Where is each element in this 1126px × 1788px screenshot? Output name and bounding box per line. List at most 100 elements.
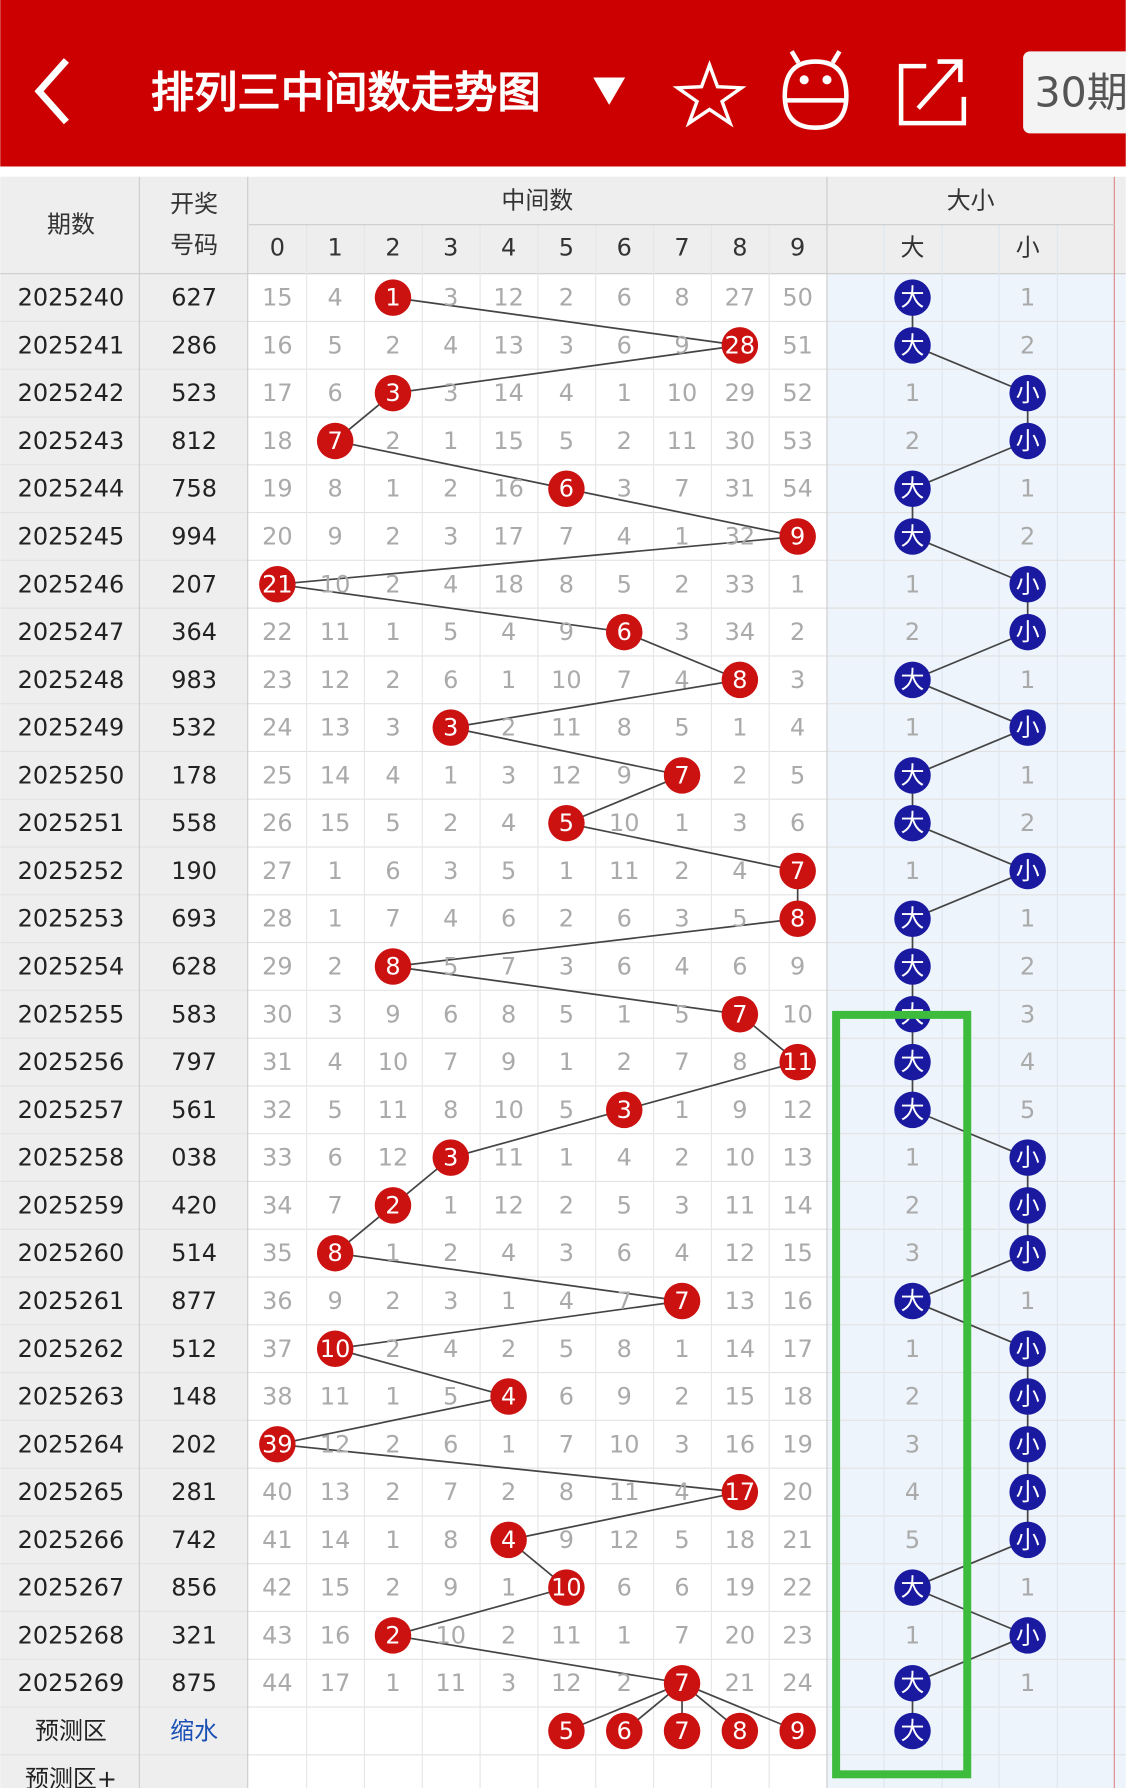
size-hit-ball — [1009, 1521, 1046, 1559]
hit-digit-ball — [316, 1330, 354, 1367]
omission: 31 — [725, 475, 755, 503]
size-omission: 5 — [905, 1526, 920, 1554]
omission: 1 — [443, 427, 458, 455]
hit-digit: 3 — [443, 1144, 458, 1172]
omission: 4 — [674, 1478, 689, 1506]
omission: 3 — [443, 523, 458, 551]
size-hit: 小 — [1016, 1191, 1040, 1219]
col-header: 开奖 — [170, 190, 218, 218]
omission: 4 — [617, 523, 632, 551]
size-omission: 1 — [905, 1335, 920, 1363]
size-omission: 1 — [905, 1144, 920, 1172]
hit-digit-ball — [490, 1521, 527, 1559]
omission: 4 — [443, 1335, 458, 1363]
omission: 6 — [617, 953, 632, 981]
omission: 5 — [790, 761, 805, 789]
page-title[interactable]: 排列三中间数走势图 — [151, 69, 541, 119]
omission: 9 — [617, 1383, 632, 1411]
prediction-digit-ball — [721, 1712, 759, 1750]
hit-digit: 4 — [501, 1383, 516, 1411]
period-button-bg[interactable] — [1023, 51, 1126, 134]
size-header: 小 — [1016, 233, 1040, 261]
omission: 12 — [493, 1191, 523, 1219]
omission: 10 — [493, 1096, 523, 1124]
period: 2025260 — [18, 1239, 125, 1267]
hit-digit: 4 — [501, 1526, 516, 1554]
hit-digit: 2 — [385, 1191, 400, 1219]
omission: 1 — [501, 1574, 516, 1602]
omission: 2 — [617, 1048, 632, 1076]
period: 2025269 — [18, 1669, 125, 1697]
omission: 41 — [262, 1526, 292, 1554]
draw-code: 364 — [171, 618, 217, 646]
omission: 2 — [790, 618, 805, 646]
omission: 2 — [501, 1335, 516, 1363]
size-header: 大 — [901, 233, 925, 261]
omission: 51 — [782, 331, 812, 359]
hit-digit: 11 — [782, 1048, 812, 1076]
omission: 4 — [501, 809, 516, 837]
size-hit: 大 — [901, 953, 925, 981]
omission: 1 — [328, 857, 343, 885]
hit-digit-ball — [374, 1187, 412, 1224]
omission: 5 — [559, 1000, 574, 1028]
hit-digit-ball — [663, 1664, 701, 1702]
size-hit: 小 — [1016, 1239, 1040, 1267]
size-omission: 2 — [905, 1383, 920, 1411]
size-hit-ball — [894, 1282, 931, 1320]
hit-digit: 7 — [732, 1000, 747, 1028]
omission: 2 — [385, 523, 400, 551]
omission: 2 — [385, 1335, 400, 1363]
robot-icon[interactable] — [782, 50, 849, 130]
period: 2025255 — [18, 1000, 125, 1028]
omission: 2 — [385, 1287, 400, 1315]
omission: 9 — [328, 1287, 343, 1315]
omission: 12 — [609, 1526, 639, 1554]
omission: 6 — [617, 284, 632, 312]
omission: 33 — [725, 570, 755, 598]
size-hit-ball — [1009, 709, 1046, 746]
omission: 1 — [501, 1287, 516, 1315]
omission: 3 — [559, 953, 574, 981]
period: 2025249 — [18, 714, 125, 742]
hit-digit-ball — [721, 1473, 759, 1511]
omission: 8 — [328, 475, 343, 503]
favorite-icon[interactable] — [672, 60, 747, 128]
omission: 6 — [617, 905, 632, 933]
omission: 6 — [617, 1574, 632, 1602]
omission: 3 — [443, 379, 458, 407]
title-dropdown[interactable] — [593, 77, 626, 105]
omission: 9 — [674, 331, 689, 359]
size-hit-ball — [1009, 1473, 1046, 1511]
share-icon[interactable] — [898, 59, 967, 126]
omission: 54 — [782, 475, 812, 503]
size-omission: 2 — [905, 427, 920, 455]
omission: 1 — [501, 666, 516, 694]
omission: 11 — [551, 714, 581, 742]
draw-code: 877 — [171, 1287, 217, 1315]
omission: 13 — [782, 1144, 812, 1172]
size-hit: 小 — [1016, 618, 1040, 646]
period-button[interactable]: 30期 — [1035, 68, 1126, 116]
size-omission: 1 — [1020, 761, 1035, 789]
omission: 6 — [674, 1574, 689, 1602]
omission: 29 — [725, 379, 755, 407]
omission: 3 — [443, 284, 458, 312]
omission: 4 — [328, 1048, 343, 1076]
omission: 32 — [262, 1096, 292, 1124]
back-button[interactable] — [34, 58, 69, 125]
omission: 4 — [443, 570, 458, 598]
omission: 2 — [501, 1478, 516, 1506]
hit-digit-ball — [605, 1091, 643, 1129]
size-omission: 2 — [1020, 953, 1035, 981]
omission: 2 — [559, 905, 574, 933]
omission: 16 — [493, 475, 523, 503]
hit-digit: 3 — [385, 379, 400, 407]
size-hit-ball — [894, 518, 931, 555]
hit-digit: 3 — [617, 1096, 632, 1124]
omission: 14 — [320, 1526, 350, 1554]
size-hit-ball — [1009, 1139, 1046, 1176]
draw-code: 693 — [171, 905, 217, 933]
omission: 1 — [674, 809, 689, 837]
